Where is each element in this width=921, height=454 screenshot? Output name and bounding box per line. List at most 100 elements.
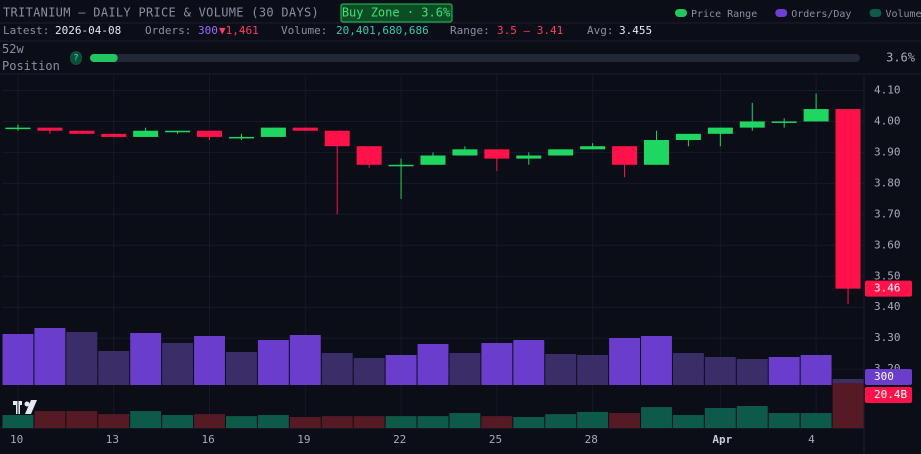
legend-swatch	[775, 9, 788, 17]
orders-bar	[736, 359, 768, 385]
candle-body	[707, 127, 733, 134]
x-tick-label: 10	[10, 433, 23, 446]
volume-bar	[768, 413, 800, 428]
x-tick-label: 25	[489, 433, 502, 446]
y-tick-label: 3.70	[874, 207, 901, 220]
candle-body	[5, 127, 31, 130]
orders-bar	[225, 352, 257, 385]
candle-body	[516, 155, 542, 159]
y-tick-label: 3.30	[874, 331, 901, 344]
orders-bar	[321, 353, 353, 385]
candle-body	[803, 109, 829, 122]
candle-body	[580, 146, 606, 150]
y-tick-label: 3.50	[874, 269, 901, 282]
orders-bar	[545, 354, 577, 385]
stat-label: Volume:	[281, 24, 327, 37]
volume-bar	[130, 411, 162, 428]
candle-body	[228, 136, 254, 139]
candle-body	[197, 130, 223, 137]
last-volume-tag-box	[865, 387, 912, 403]
y-tick-label: 3.80	[874, 176, 901, 189]
y-tick-label: 4.10	[874, 83, 901, 96]
orders-bar	[289, 335, 321, 385]
badge: Buy Zone · 3.6%	[342, 6, 451, 20]
stat-value: 300	[198, 24, 218, 37]
last-price-tag: 3.46	[874, 282, 901, 295]
stat-value: 3.5 – 3.41	[497, 24, 563, 37]
stat-label: Range:	[450, 24, 490, 37]
progress-value: 3.6%	[886, 51, 916, 65]
stat-label: Latest:	[3, 24, 49, 37]
volume-bar	[225, 416, 257, 428]
position-label: 52w Position	[2, 42, 60, 73]
help-text[interactable]: ?	[73, 54, 78, 64]
y-tick-label: 4.00	[874, 114, 901, 127]
orders-bar	[641, 336, 672, 385]
candle-body	[133, 130, 159, 137]
x-tick-label: Apr	[712, 433, 732, 446]
y-tick-label: 3.90	[874, 145, 901, 158]
volume-bar	[257, 415, 289, 428]
candle-body	[484, 149, 510, 159]
legend-label: Orders/Day	[791, 9, 851, 20]
orders-bar	[704, 357, 736, 385]
candle-body	[324, 130, 350, 147]
badge-box	[340, 3, 453, 23]
candle-body	[771, 121, 797, 123]
title: TRITANIUM — DAILY PRICE & VOLUME (30 DAY…	[3, 6, 319, 20]
orders-bar	[385, 355, 417, 385]
last-orders-tag-box	[865, 369, 912, 385]
last-price-tag-box	[865, 280, 912, 297]
volume-bar	[385, 416, 417, 428]
volume-bar	[353, 416, 385, 428]
volume-bar	[481, 416, 513, 428]
candle-body	[69, 130, 95, 134]
stat-change: ▼1,461	[219, 24, 259, 37]
volume-bar	[545, 414, 577, 428]
x-tick-label: 4	[808, 433, 815, 446]
volume-bar	[513, 417, 545, 428]
candle-body	[388, 164, 414, 167]
stat-value: 2026-04-08	[55, 24, 121, 37]
last-orders-tag: 300	[874, 370, 894, 383]
orders-bar	[832, 379, 864, 385]
stat-value: 3.455	[619, 24, 652, 37]
candle-body	[420, 155, 446, 165]
x-tick-label: 19	[297, 433, 310, 446]
orders-bar	[672, 353, 704, 385]
orders-bar	[800, 355, 832, 385]
volume-bar	[641, 407, 672, 428]
volume-bar	[321, 416, 353, 428]
volume-bar	[66, 411, 98, 428]
orders-bar	[130, 333, 162, 385]
volume-bar	[2, 415, 34, 428]
candle-body	[675, 133, 701, 141]
x-tick-label: 13	[106, 433, 119, 446]
x-tick-label: 16	[202, 433, 215, 446]
volume-bar	[194, 414, 225, 428]
candle-body	[612, 146, 638, 165]
volume-bar	[704, 407, 736, 428]
x-tick-label: 28	[585, 433, 598, 446]
stat-value: 20,401,680,686	[336, 24, 429, 37]
orders-bar	[34, 328, 66, 385]
orders-bar	[257, 340, 289, 385]
orders-bar	[194, 336, 225, 385]
last-volume-tag: 20.4B	[874, 388, 907, 401]
volume-bar	[449, 413, 481, 428]
x-tick-label: 22	[393, 433, 406, 446]
volume-bar	[672, 415, 704, 428]
candle-body	[452, 149, 478, 156]
orders-bar	[98, 351, 130, 385]
legend-swatch	[869, 9, 882, 17]
orders-bar	[353, 358, 385, 385]
candle-body	[643, 140, 669, 165]
candle-body	[37, 127, 63, 131]
orders-bar	[513, 340, 545, 385]
candle-body	[165, 130, 191, 133]
volume-bar	[832, 383, 864, 428]
help-icon[interactable]	[70, 51, 82, 65]
volume-bar	[800, 413, 832, 428]
